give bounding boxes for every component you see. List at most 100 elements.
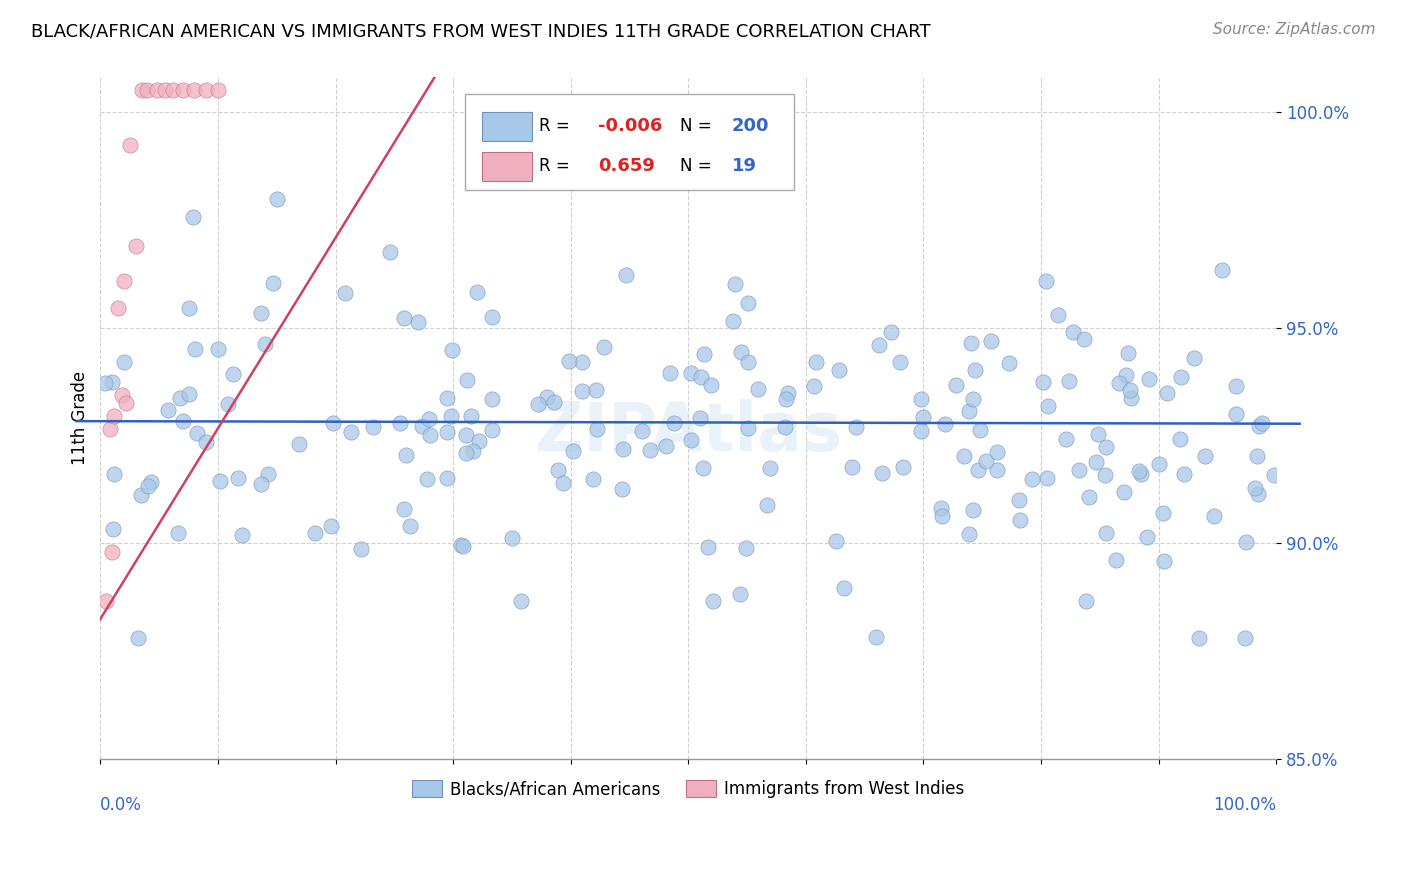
Point <box>257 467 280 482</box>
Point <box>195 83 218 97</box>
Point <box>1204 508 1226 523</box>
Point <box>1244 481 1267 495</box>
Point <box>747 382 769 396</box>
Point <box>557 354 579 368</box>
Point <box>162 83 184 97</box>
Point <box>1153 554 1175 568</box>
Point <box>467 434 489 448</box>
Point <box>963 363 986 377</box>
Point <box>1246 450 1268 464</box>
Point <box>110 388 132 402</box>
Point <box>1130 467 1153 481</box>
Point <box>304 526 326 541</box>
Point <box>101 522 124 536</box>
Point <box>962 392 984 406</box>
Point <box>460 409 482 423</box>
Point <box>776 386 799 401</box>
Point <box>689 410 711 425</box>
Point <box>585 383 607 397</box>
Point <box>184 342 207 356</box>
Point <box>998 356 1021 370</box>
Point <box>699 378 721 392</box>
Point <box>380 245 402 260</box>
Point <box>841 459 863 474</box>
Point <box>209 474 232 488</box>
Point <box>737 295 759 310</box>
Point <box>1036 399 1059 413</box>
Point <box>553 476 575 491</box>
Point <box>865 630 887 644</box>
Point <box>910 425 932 439</box>
Point <box>561 444 583 458</box>
Point <box>1119 383 1142 397</box>
Point <box>146 83 169 97</box>
Point <box>103 467 125 482</box>
Point <box>112 274 135 288</box>
Point <box>654 439 676 453</box>
Point <box>103 409 125 423</box>
Point <box>333 285 356 300</box>
Point <box>416 472 439 486</box>
Point <box>1247 419 1270 434</box>
Point <box>172 414 194 428</box>
Point <box>127 631 149 645</box>
Text: BLACK/AFRICAN AMERICAN VS IMMIGRANTS FROM WEST INDIES 11TH GRADE CORRELATION CHA: BLACK/AFRICAN AMERICAN VS IMMIGRANTS FRO… <box>31 22 931 40</box>
FancyBboxPatch shape <box>482 112 531 141</box>
Point <box>131 83 153 97</box>
Point <box>662 417 685 431</box>
Point <box>681 366 703 380</box>
Point <box>177 387 200 401</box>
Point <box>959 336 981 351</box>
Point <box>115 396 138 410</box>
Point <box>804 354 827 368</box>
Point <box>1046 308 1069 322</box>
Point <box>693 347 716 361</box>
Point <box>287 437 309 451</box>
FancyBboxPatch shape <box>482 152 531 181</box>
Point <box>702 594 724 608</box>
Point <box>910 392 932 406</box>
Point <box>392 502 415 516</box>
Point <box>934 417 956 432</box>
Text: 19: 19 <box>731 157 756 175</box>
Text: Source: ZipAtlas.com: Source: ZipAtlas.com <box>1212 22 1375 37</box>
Point <box>172 83 194 97</box>
Point <box>1136 530 1159 544</box>
Point <box>730 344 752 359</box>
Point <box>845 420 868 434</box>
Text: 200: 200 <box>731 117 769 135</box>
Point <box>406 315 429 329</box>
Point <box>319 518 342 533</box>
Point <box>586 422 609 436</box>
Point <box>1032 376 1054 390</box>
Point <box>436 391 458 405</box>
Point <box>1116 346 1139 360</box>
Point <box>217 396 239 410</box>
Point <box>1170 370 1192 384</box>
Point <box>451 539 474 553</box>
Point <box>1194 449 1216 463</box>
Point <box>262 276 284 290</box>
Point <box>1156 386 1178 401</box>
Point <box>1095 441 1118 455</box>
Point <box>253 337 276 351</box>
Point <box>456 446 478 460</box>
Point <box>101 376 124 390</box>
Point <box>1067 463 1090 477</box>
Point <box>756 498 779 512</box>
Point <box>1114 485 1136 500</box>
Point <box>728 587 751 601</box>
Point <box>828 362 851 376</box>
Point <box>612 442 634 456</box>
Point <box>638 442 661 457</box>
Point <box>1247 487 1270 501</box>
Point <box>967 463 990 477</box>
Point <box>891 460 914 475</box>
Point <box>1087 426 1109 441</box>
Point <box>436 425 458 439</box>
Point <box>399 519 422 533</box>
Point <box>1128 464 1150 478</box>
Point <box>249 477 271 491</box>
Point <box>610 483 633 497</box>
Point <box>107 301 129 316</box>
